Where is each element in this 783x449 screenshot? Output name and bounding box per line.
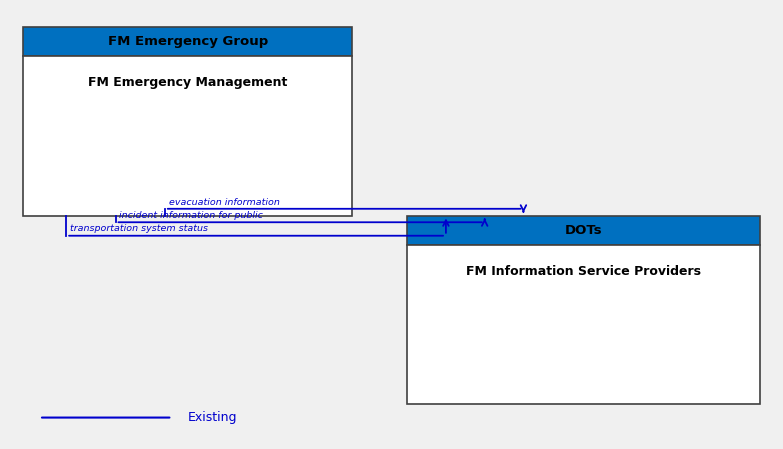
Text: evacuation information: evacuation information (169, 198, 280, 207)
Text: Existing: Existing (188, 411, 237, 424)
Text: FM Emergency Management: FM Emergency Management (88, 76, 287, 89)
Text: incident information for public: incident information for public (120, 211, 263, 220)
Text: FM Information Service Providers: FM Information Service Providers (466, 265, 701, 278)
FancyBboxPatch shape (407, 245, 760, 404)
Text: FM Emergency Group: FM Emergency Group (108, 35, 268, 48)
FancyBboxPatch shape (23, 56, 352, 216)
FancyBboxPatch shape (23, 27, 352, 56)
FancyBboxPatch shape (407, 216, 760, 245)
Text: DOTs: DOTs (565, 224, 602, 237)
Text: transportation system status: transportation system status (70, 224, 208, 233)
